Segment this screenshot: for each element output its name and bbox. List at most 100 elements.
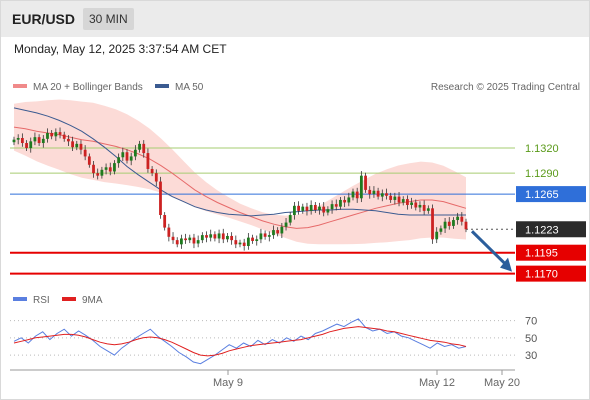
candle <box>301 203 305 214</box>
legend-swatch-bollinger <box>13 84 27 88</box>
candle-body <box>276 230 280 234</box>
candle <box>184 233 187 244</box>
candle <box>393 192 397 205</box>
level-label-bg-1.1170 <box>516 265 586 282</box>
candle <box>209 229 213 242</box>
candle-body <box>293 205 296 216</box>
candle-body <box>263 233 267 237</box>
candle-body <box>184 238 187 241</box>
x-tick-label: May 20 <box>484 377 520 389</box>
candle <box>58 127 62 139</box>
candle-body <box>180 238 183 245</box>
candle <box>62 131 66 142</box>
candle <box>50 130 54 140</box>
rsi-tick-50: 50 <box>525 333 537 345</box>
candle-body <box>12 139 16 143</box>
candle <box>385 188 388 200</box>
candle <box>234 235 238 249</box>
candle <box>334 199 338 211</box>
candle-body <box>426 208 430 211</box>
candle-body <box>46 132 49 139</box>
candle <box>330 200 334 214</box>
candle-body <box>71 141 74 148</box>
candle <box>267 231 271 242</box>
candle-body <box>113 163 116 172</box>
x-tick-label: May 12 <box>419 377 455 389</box>
candle <box>79 140 83 155</box>
candle <box>347 192 351 207</box>
level-labels: 1.1320 1.1290 1.1265 1.1223 1.1195 1.1170 <box>516 143 586 282</box>
candle <box>242 238 246 251</box>
candle <box>318 202 321 215</box>
candle-body <box>351 191 355 198</box>
candle <box>297 201 300 215</box>
candle <box>251 234 254 244</box>
ma20-line <box>13 126 467 229</box>
candle <box>83 145 87 161</box>
candle <box>255 235 259 246</box>
candle <box>339 197 342 210</box>
candle <box>372 186 376 198</box>
candle <box>397 192 401 207</box>
candle <box>464 218 468 233</box>
candle-body <box>301 206 305 211</box>
candle-body <box>251 237 254 241</box>
candle-body <box>58 132 62 135</box>
candle-body <box>464 221 468 230</box>
candle-body <box>83 149 87 157</box>
candle <box>20 133 24 147</box>
candle <box>452 217 455 229</box>
candle-body <box>330 204 334 210</box>
candle <box>192 233 196 249</box>
candle <box>150 166 154 177</box>
candle-body <box>20 138 24 144</box>
level-label-1.1223: 1.1223 <box>525 224 559 236</box>
candle-body <box>146 153 150 169</box>
candle-body <box>188 237 192 241</box>
candle <box>431 204 434 244</box>
candle <box>460 212 464 226</box>
candle-body <box>41 138 45 144</box>
candle-body <box>401 199 405 203</box>
timeframe-badge[interactable]: 30 MIN <box>83 8 134 30</box>
candle-body <box>205 235 208 238</box>
candle-body <box>230 235 234 241</box>
candle <box>456 212 460 225</box>
candle <box>196 235 200 248</box>
timestamp: Monday, May 12, 2025 3:37:54 AM CET <box>14 42 227 56</box>
candle-body <box>221 233 225 240</box>
candle <box>226 233 229 243</box>
candle <box>406 195 409 210</box>
candle <box>96 168 100 180</box>
candle-body <box>117 157 121 164</box>
candle-body <box>309 204 313 211</box>
candle-body <box>175 240 179 245</box>
candle-body <box>355 191 359 199</box>
rsi-tick-70: 70 <box>525 316 537 328</box>
candle-body <box>226 235 229 240</box>
candle <box>213 231 217 242</box>
candle <box>401 196 405 206</box>
candle-body <box>334 204 338 207</box>
candle <box>71 136 74 151</box>
candle-body <box>460 216 464 222</box>
candle-body <box>87 156 91 165</box>
candle-body <box>443 221 447 229</box>
candle <box>12 136 16 146</box>
candle-body <box>435 231 439 240</box>
candle-body <box>196 240 200 244</box>
candle <box>230 232 234 245</box>
projection-arrow-shaft <box>470 230 508 266</box>
level-label-bg-1.1223 <box>516 221 586 238</box>
candle <box>163 212 167 231</box>
candle <box>29 137 33 153</box>
candle <box>322 202 326 217</box>
candle <box>313 202 317 213</box>
candle-body <box>125 152 129 161</box>
candle-body <box>380 193 384 197</box>
candle-body <box>439 228 443 232</box>
candle <box>435 227 439 244</box>
candle-body <box>234 240 238 245</box>
